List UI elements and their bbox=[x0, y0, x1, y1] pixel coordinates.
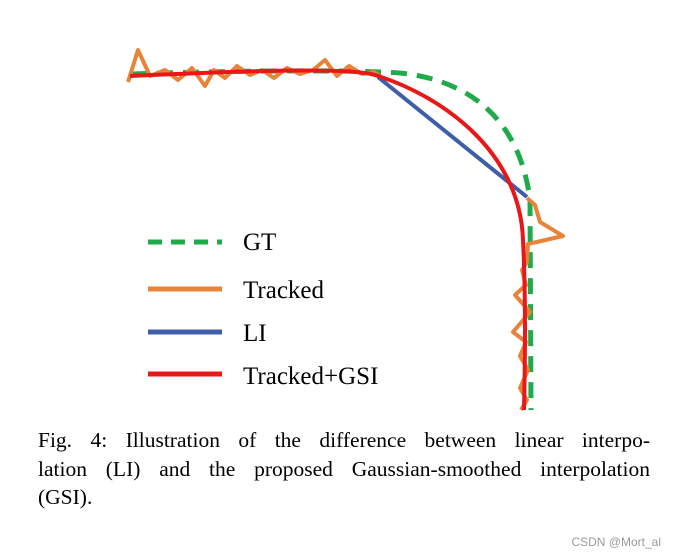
legend-label-tracked: Tracked bbox=[243, 277, 325, 304]
legend-label-li: LI bbox=[243, 320, 267, 347]
legend-label-gt: GT bbox=[243, 229, 276, 256]
tracked-curve bbox=[126, 48, 565, 412]
legend: GT Tracked LI Tracked+GSI bbox=[148, 229, 378, 390]
caption-line-1: Fig. 4: Illustration of the difference b… bbox=[38, 428, 650, 452]
watermark: CSDN @Mort_al bbox=[571, 535, 661, 549]
caption-line-2: lation (LI) and the proposed Gaussian-sm… bbox=[38, 456, 650, 481]
gsi-curve bbox=[129, 68, 527, 411]
gt-curve bbox=[130, 68, 534, 411]
legend-label-gsi: Tracked+GSI bbox=[243, 363, 378, 390]
caption-line-3: (GSI). bbox=[38, 485, 93, 509]
figure-caption: Fig. 4: Illustration of the difference b… bbox=[38, 426, 650, 512]
li-curve bbox=[376, 75, 529, 199]
interpolation-diagram: GT Tracked LI Tracked+GSI bbox=[126, 48, 565, 412]
